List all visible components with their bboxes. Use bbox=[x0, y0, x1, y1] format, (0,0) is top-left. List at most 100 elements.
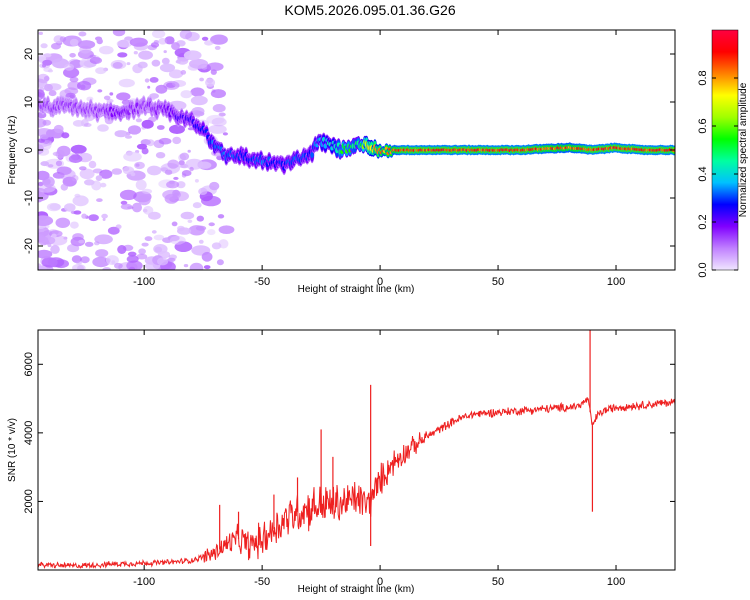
noise-blob bbox=[168, 69, 184, 79]
noise-blob bbox=[68, 154, 83, 163]
noise-blob bbox=[179, 152, 190, 161]
x-tick-label: -100 bbox=[133, 576, 155, 588]
noise-blob bbox=[46, 202, 61, 212]
noise-blob bbox=[116, 39, 133, 48]
noise-blob bbox=[64, 203, 76, 212]
noise-blob bbox=[198, 239, 204, 244]
noise-blob bbox=[111, 168, 123, 175]
x-tick-label: 100 bbox=[607, 276, 625, 288]
noise-blob bbox=[81, 213, 87, 219]
noise-blob bbox=[84, 179, 95, 186]
noise-blob bbox=[208, 124, 227, 134]
noise-blob bbox=[196, 215, 204, 222]
noise-blob bbox=[218, 239, 229, 249]
noise-blob bbox=[46, 129, 55, 138]
colorbar-tick-label: 0.4 bbox=[697, 166, 709, 181]
noise-blob bbox=[78, 31, 87, 37]
noise-blob bbox=[78, 239, 85, 244]
noise-blob bbox=[57, 145, 71, 157]
colorbar-label: Normalized spectral amplitude bbox=[738, 82, 749, 217]
noise-blob bbox=[153, 234, 165, 241]
noise-blob bbox=[136, 143, 148, 150]
noise-blob bbox=[114, 262, 123, 269]
noise-blob bbox=[125, 135, 132, 139]
noise-blob bbox=[88, 214, 99, 222]
noise-blob bbox=[38, 144, 44, 155]
noise-blob bbox=[176, 181, 186, 189]
noise-blob bbox=[38, 111, 47, 119]
colorbar-ticks: 0.0 0.2 0.4 0.6 0.8 bbox=[697, 70, 738, 278]
noise-blob bbox=[163, 50, 167, 54]
x-tick-label: 50 bbox=[492, 276, 504, 288]
noise-blob bbox=[177, 227, 192, 235]
noise-blob bbox=[205, 78, 216, 87]
noise-blob bbox=[185, 31, 200, 42]
snr-x-label: Height of straight line (km) bbox=[298, 584, 415, 595]
noise-blob bbox=[189, 262, 204, 270]
noise-blob bbox=[88, 160, 97, 169]
noise-blob bbox=[147, 165, 162, 176]
noise-blob bbox=[116, 92, 131, 101]
noise-blob bbox=[185, 158, 204, 170]
noise-blob bbox=[38, 91, 42, 98]
noise-blob bbox=[214, 45, 221, 50]
noise-blob bbox=[176, 57, 189, 65]
noise-blob bbox=[72, 233, 84, 241]
noise-blob bbox=[212, 104, 226, 113]
noise-blob bbox=[162, 189, 182, 200]
snr-panel: -100 -50 0 50 100 2000 4000 6000 Height of str… bbox=[7, 329, 676, 595]
noise-blob bbox=[180, 211, 195, 220]
noise-blob bbox=[134, 161, 145, 170]
noise-blob bbox=[103, 95, 111, 101]
spectrogram-y-ticks: -20 -10 0 10 20 bbox=[23, 48, 675, 254]
noise-blob bbox=[189, 58, 209, 69]
noise-blob bbox=[38, 31, 43, 35]
noise-blob bbox=[149, 93, 160, 99]
noise-blob bbox=[47, 243, 52, 248]
noise-blob bbox=[72, 264, 86, 270]
y-tick-label: 4000 bbox=[23, 421, 35, 445]
noise-blob bbox=[69, 53, 76, 58]
noise-blob bbox=[169, 235, 186, 245]
noise-blob bbox=[84, 241, 94, 247]
noise-blob bbox=[100, 182, 107, 188]
noise-blob bbox=[38, 73, 50, 84]
noise-blob bbox=[169, 124, 185, 134]
noise-blob bbox=[173, 176, 179, 180]
y-tick-label: 20 bbox=[23, 48, 35, 60]
noise-blob bbox=[147, 85, 151, 89]
noise-blob bbox=[112, 30, 126, 37]
noise-blob bbox=[97, 89, 103, 93]
colorbar-tick-label: 0.8 bbox=[697, 70, 709, 85]
noise-blob bbox=[192, 202, 202, 209]
noise-blob bbox=[149, 77, 159, 83]
noise-blob bbox=[201, 36, 209, 41]
noise-blob bbox=[180, 90, 193, 99]
noise-blob bbox=[40, 43, 48, 49]
noise-blob bbox=[102, 267, 112, 270]
noise-blob bbox=[48, 235, 68, 246]
noise-blob bbox=[77, 40, 96, 49]
noise-blob bbox=[143, 205, 154, 215]
noise-blob bbox=[51, 233, 57, 238]
noise-blob bbox=[48, 90, 57, 97]
noise-blob bbox=[69, 76, 79, 83]
y-tick-label: -10 bbox=[23, 190, 35, 206]
noise-blob bbox=[70, 144, 87, 154]
noise-blob bbox=[43, 53, 52, 58]
noise-blob bbox=[117, 245, 127, 254]
noise-blob bbox=[187, 219, 193, 223]
noise-blob bbox=[38, 215, 54, 226]
y-tick-label: 6000 bbox=[23, 352, 35, 376]
noise-blob bbox=[208, 222, 215, 227]
noise-blob bbox=[126, 255, 139, 263]
noise-blob bbox=[141, 188, 153, 194]
spectrogram-x-label: Height of straight line (km) bbox=[298, 284, 415, 295]
noise-blob bbox=[156, 125, 165, 130]
snr-series-line bbox=[38, 397, 675, 569]
snr-frame bbox=[37, 329, 676, 571]
noise-blob bbox=[80, 256, 90, 264]
noise-blob bbox=[40, 161, 49, 167]
noise-blob bbox=[129, 37, 148, 47]
x-tick-label: -50 bbox=[254, 576, 270, 588]
